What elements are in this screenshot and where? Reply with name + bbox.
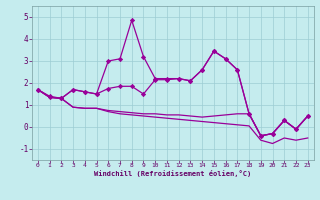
X-axis label: Windchill (Refroidissement éolien,°C): Windchill (Refroidissement éolien,°C): [94, 170, 252, 177]
